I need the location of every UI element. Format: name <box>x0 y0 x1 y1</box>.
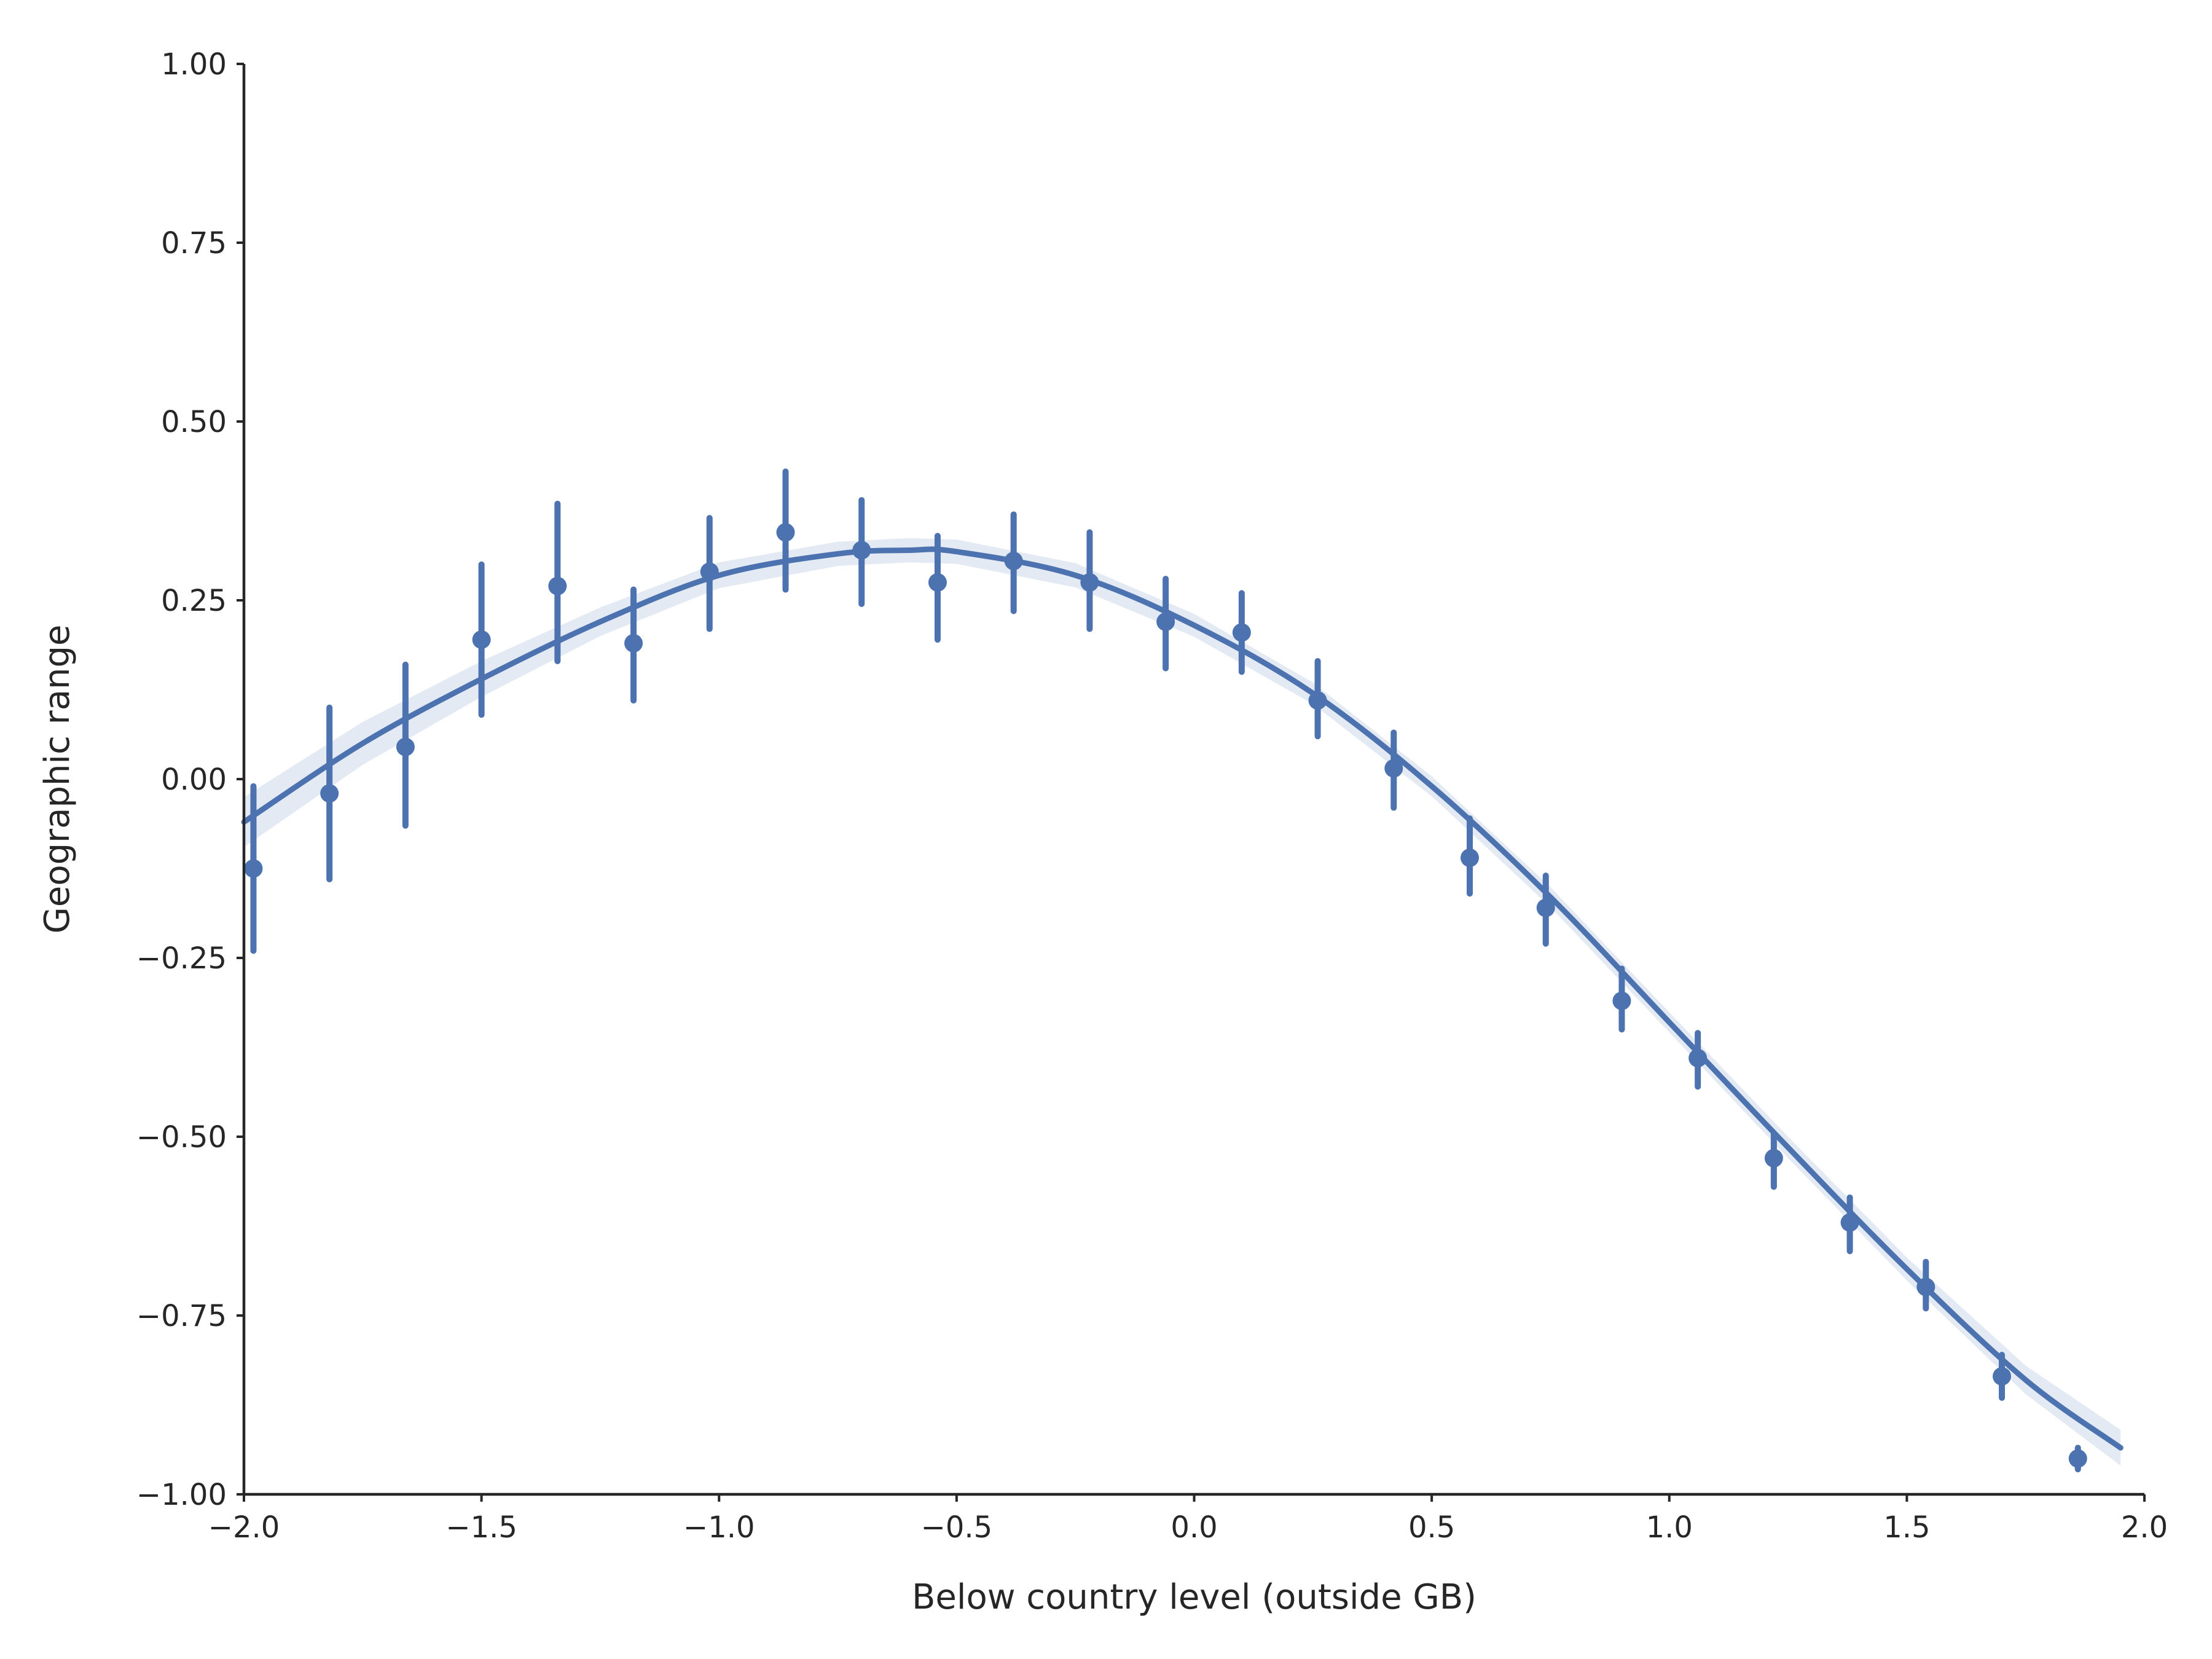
data-point <box>244 859 263 878</box>
data-point <box>396 737 415 756</box>
y-tick-label: 0.00 <box>161 763 227 797</box>
y-tick-label: −0.75 <box>136 1299 227 1333</box>
confidence-band-layer <box>244 538 2121 1466</box>
data-points-layer <box>244 523 2087 1468</box>
confidence-band <box>244 538 2121 1466</box>
x-axis-title: Below country level (outside GB) <box>912 1577 1477 1617</box>
data-point <box>928 573 947 592</box>
data-point <box>2068 1449 2087 1468</box>
y-tick-label: −0.25 <box>136 941 227 976</box>
y-tick-label: 0.25 <box>161 584 227 618</box>
data-point <box>320 784 339 803</box>
data-point <box>1080 573 1099 592</box>
data-point <box>1536 898 1555 917</box>
x-tick-label: −1.0 <box>683 1510 755 1545</box>
data-point <box>1993 1367 2012 1386</box>
data-point <box>776 523 795 542</box>
y-tick-label: −1.00 <box>136 1478 227 1512</box>
x-tick-label: 2.0 <box>2121 1510 2168 1545</box>
fit-line-layer <box>241 546 2124 1451</box>
x-tick-label: 0.0 <box>1171 1510 1217 1545</box>
y-axis-ticks: 1.00 0.75 0.50 0.25 0.00 −0.25 −0.50 −0.75 −1.00 <box>136 47 244 1512</box>
data-point <box>852 541 871 560</box>
data-point <box>472 630 491 649</box>
axes <box>242 64 2144 1496</box>
y-tick-label: 0.75 <box>161 226 227 261</box>
data-point <box>1232 623 1251 642</box>
data-point <box>1916 1277 1936 1296</box>
y-tick-label: −0.50 <box>136 1120 227 1155</box>
data-point <box>1764 1148 1783 1167</box>
data-point <box>1384 759 1403 778</box>
data-point <box>1004 551 1023 570</box>
x-tick-label: −0.5 <box>921 1510 993 1545</box>
y-tick-label: 0.50 <box>161 405 227 439</box>
data-point <box>548 576 567 595</box>
x-tick-label: 1.5 <box>1883 1510 1930 1545</box>
x-tick-label: −1.5 <box>445 1510 517 1545</box>
data-point <box>1688 1048 1708 1067</box>
data-point <box>700 562 719 581</box>
y-tick-label: 1.00 <box>161 47 227 82</box>
x-tick-label: 1.0 <box>1646 1510 1693 1545</box>
x-tick-label: 0.5 <box>1408 1510 1455 1545</box>
x-tick-label: −2.0 <box>208 1510 280 1545</box>
data-point <box>1308 691 1327 710</box>
data-point <box>624 633 643 653</box>
fit-line <box>241 546 2124 1451</box>
y-axis-title: Geographic range <box>37 624 77 933</box>
data-point <box>1840 1213 1859 1232</box>
data-point <box>1156 612 1175 631</box>
data-point <box>1460 849 1479 868</box>
x-axis-ticks: −2.0 −1.5 −1.0 −0.5 0.0 0.5 1.0 1.5 2.0 <box>208 1494 2168 1545</box>
data-point <box>1612 991 1631 1010</box>
